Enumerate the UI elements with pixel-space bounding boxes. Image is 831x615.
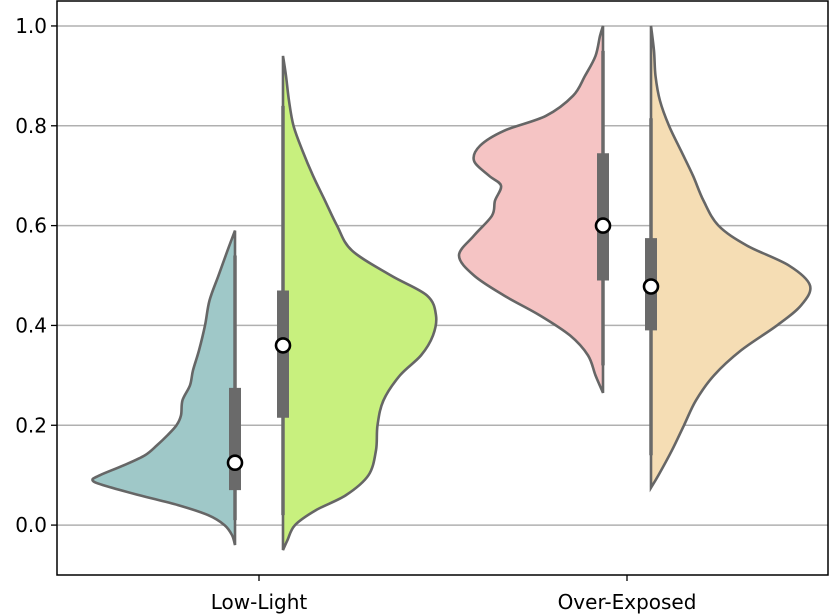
x-tick-label: Over-Exposed: [558, 590, 697, 614]
median-marker: [226, 454, 244, 471]
x-axis: Low-Light Over-Exposed: [211, 575, 697, 614]
plot-area-frame: [56, 0, 829, 576]
violin-half-right: [281, 55, 438, 551]
y-tick-label: 1.0: [15, 14, 47, 38]
violin-series: [91, 25, 812, 551]
y-tick-label: 0.6: [15, 214, 47, 238]
median-marker: [274, 337, 292, 354]
y-tick-label: 0.2: [15, 413, 47, 437]
violin-half-left: [457, 25, 605, 394]
y-axis: 0.0 0.2 0.4 0.6 0.8 1.0: [15, 14, 57, 537]
median-marker: [642, 278, 660, 295]
violin-half-left: [91, 230, 237, 546]
median-marker: [594, 217, 612, 234]
violin-half-right: [649, 25, 812, 493]
y-tick-label: 0.4: [15, 313, 47, 337]
x-tick-label: Low-Light: [211, 590, 308, 614]
y-tick-label: 0.0: [15, 513, 47, 537]
y-tick-label: 0.8: [15, 114, 47, 138]
